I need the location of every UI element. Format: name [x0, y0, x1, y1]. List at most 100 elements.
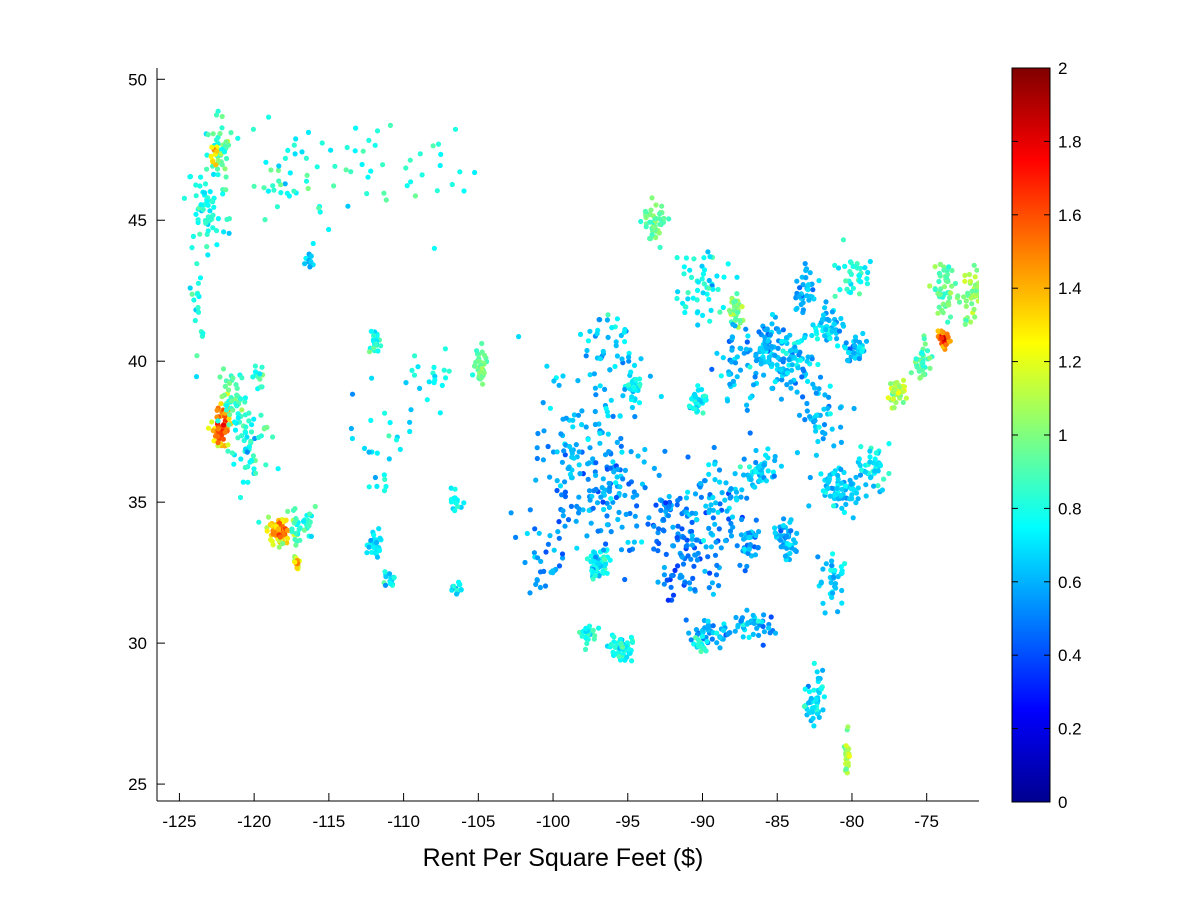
data-point	[566, 443, 573, 450]
data-point	[592, 421, 599, 428]
data-point	[617, 413, 623, 419]
data-point	[789, 367, 795, 373]
data-point	[221, 149, 228, 155]
data-point	[815, 361, 821, 368]
data-point	[787, 348, 794, 354]
data-point	[615, 516, 621, 523]
data-point	[927, 355, 933, 361]
data-point	[662, 448, 668, 454]
data-point	[834, 485, 840, 491]
data-point	[617, 637, 624, 643]
data-point	[758, 361, 764, 367]
data-point	[718, 373, 724, 379]
data-point	[720, 304, 726, 311]
data-point	[900, 377, 907, 383]
data-point	[270, 434, 276, 440]
data-point	[190, 233, 196, 239]
data-point	[541, 428, 547, 434]
data-point	[366, 349, 373, 355]
data-point	[368, 168, 374, 174]
data-point	[682, 580, 688, 586]
data-point	[856, 273, 863, 279]
data-point	[679, 554, 685, 560]
data-point	[752, 374, 758, 380]
data-point	[708, 544, 715, 550]
data-point	[474, 348, 480, 354]
data-point	[194, 353, 200, 359]
data-point	[700, 271, 707, 277]
data-point	[692, 491, 699, 497]
data-point	[605, 334, 611, 340]
data-point	[604, 317, 611, 323]
data-point	[729, 514, 736, 520]
data-point	[602, 386, 608, 392]
data-point	[625, 382, 632, 388]
data-point	[813, 452, 820, 458]
data-point	[666, 493, 672, 500]
data-point	[380, 162, 386, 168]
data-point	[700, 538, 707, 544]
data-point	[411, 372, 418, 378]
data-point	[225, 442, 231, 448]
data-point	[674, 255, 680, 261]
data-point	[657, 244, 663, 250]
data-point	[756, 632, 762, 639]
data-point	[688, 556, 694, 562]
data-point	[763, 478, 770, 484]
data-point	[927, 283, 933, 289]
data-point	[431, 380, 437, 386]
data-point	[213, 137, 219, 143]
data-point	[967, 278, 974, 284]
data-point	[303, 155, 309, 161]
data-point	[675, 523, 681, 529]
data-point	[299, 149, 305, 155]
data-point	[798, 301, 804, 308]
data-point	[573, 442, 579, 448]
data-point	[712, 521, 718, 527]
colorbar-tick-label: 0.2	[1058, 720, 1082, 739]
data-point	[700, 312, 706, 318]
data-point	[200, 330, 206, 336]
x-tick-label: -115	[312, 812, 345, 831]
data-point	[700, 290, 706, 296]
data-point	[795, 365, 801, 371]
data-point	[633, 376, 639, 383]
data-point	[282, 155, 288, 161]
data-point	[822, 333, 828, 339]
data-point	[694, 557, 701, 563]
data-point	[732, 360, 739, 366]
data-point	[842, 483, 849, 489]
data-point	[594, 500, 601, 506]
data-point	[276, 163, 282, 169]
data-point	[831, 470, 837, 476]
data-point	[679, 526, 685, 532]
data-point	[426, 379, 432, 385]
colorbar-tick-label: 0.8	[1058, 499, 1082, 518]
data-point	[451, 583, 457, 589]
data-point	[187, 285, 193, 291]
data-point	[765, 468, 771, 474]
data-point	[689, 528, 695, 535]
data-point	[543, 549, 549, 555]
data-point	[377, 535, 383, 541]
data-point	[806, 503, 812, 509]
data-point	[832, 262, 838, 268]
data-point	[388, 580, 394, 587]
data-point	[591, 558, 597, 564]
data-point	[815, 438, 821, 445]
data-point	[699, 263, 705, 269]
data-point	[308, 259, 314, 265]
data-point	[602, 556, 608, 563]
data-point	[818, 686, 824, 692]
data-point	[587, 328, 593, 334]
data-point	[935, 290, 941, 297]
data-point	[764, 359, 771, 365]
data-point	[232, 427, 239, 433]
data-point	[765, 446, 771, 452]
data-point	[829, 426, 835, 432]
data-point	[741, 456, 747, 462]
data-point	[242, 464, 248, 471]
data-point	[480, 381, 486, 387]
data-point	[225, 387, 232, 393]
data-point	[843, 743, 849, 749]
